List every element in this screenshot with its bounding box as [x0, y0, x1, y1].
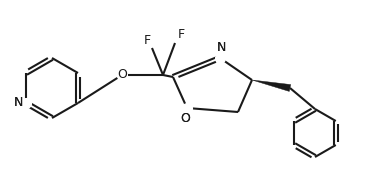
Text: N: N	[14, 96, 23, 109]
Text: O: O	[117, 69, 127, 82]
Text: F: F	[144, 33, 151, 46]
Polygon shape	[252, 80, 291, 91]
Text: N: N	[216, 41, 226, 54]
Text: N: N	[216, 41, 226, 54]
Text: N: N	[14, 96, 23, 109]
Text: O: O	[180, 112, 190, 125]
Text: F: F	[177, 28, 185, 41]
Text: O: O	[180, 112, 190, 125]
